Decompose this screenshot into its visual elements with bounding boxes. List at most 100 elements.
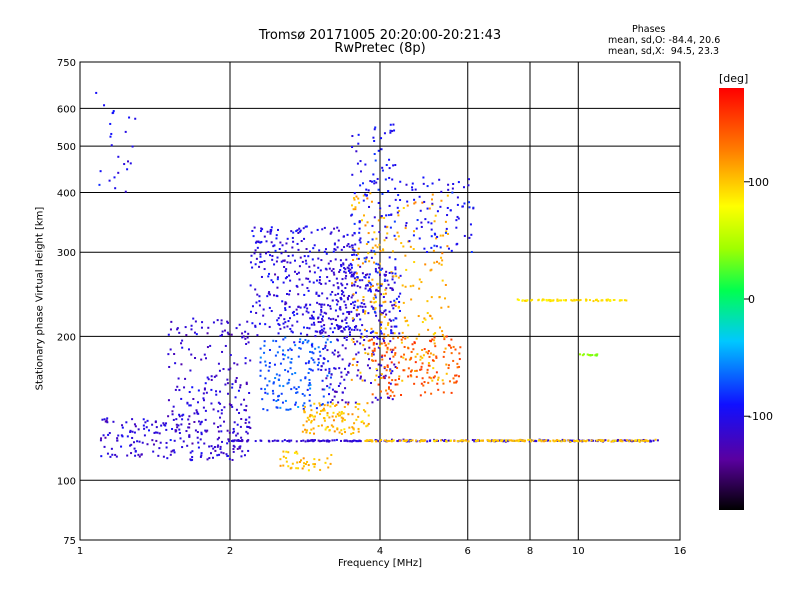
data-point (524, 439, 527, 442)
data-point (363, 339, 366, 342)
data-point (145, 426, 148, 429)
data-point (432, 376, 435, 379)
data-point (344, 271, 347, 274)
data-point (326, 385, 329, 388)
data-point (323, 226, 326, 229)
data-point (343, 246, 346, 249)
data-point (364, 310, 367, 313)
data-point (254, 263, 257, 266)
data-point (322, 439, 325, 442)
data-point (575, 298, 578, 301)
data-point (329, 383, 332, 386)
data-point (364, 352, 367, 355)
data-point (441, 259, 444, 262)
data-point (393, 299, 396, 302)
data-point (445, 363, 448, 366)
data-point (341, 399, 344, 402)
data-point (243, 398, 246, 401)
data-point (413, 341, 416, 344)
data-point (391, 250, 394, 253)
data-point (400, 355, 403, 358)
data-point (441, 333, 444, 336)
data-point (601, 299, 604, 302)
data-point (108, 432, 111, 435)
data-point (343, 300, 346, 303)
data-point (349, 268, 352, 271)
data-point (276, 278, 279, 281)
data-point (276, 228, 279, 231)
data-point (348, 328, 351, 331)
data-point (340, 416, 343, 419)
data-point (305, 310, 308, 313)
data-point (270, 226, 273, 229)
data-point (447, 305, 450, 308)
data-point (432, 353, 435, 356)
data-point (447, 364, 450, 367)
data-point (444, 231, 447, 234)
data-point (402, 438, 405, 441)
data-point (423, 439, 426, 442)
data-point (378, 262, 381, 265)
data-point (389, 129, 392, 132)
data-point (397, 235, 400, 238)
x-tick-label: 2 (227, 546, 233, 557)
data-point (254, 288, 257, 291)
data-point (385, 351, 388, 354)
data-point (351, 135, 354, 138)
data-point (156, 431, 159, 434)
data-point (380, 323, 383, 326)
data-point (352, 307, 355, 310)
data-point (385, 344, 388, 347)
data-point (289, 347, 292, 350)
data-point (396, 231, 399, 234)
y-tick-label: 750 (57, 58, 76, 69)
data-point (249, 310, 252, 313)
data-point (199, 455, 202, 458)
data-point (352, 275, 355, 278)
data-point (210, 452, 213, 455)
data-point (373, 180, 376, 183)
data-point (296, 461, 299, 464)
data-point (418, 278, 421, 281)
data-point (217, 426, 220, 429)
data-point (220, 430, 223, 433)
data-point (338, 270, 341, 273)
data-point (335, 403, 338, 406)
data-point (359, 184, 362, 187)
data-point (294, 372, 297, 375)
data-point (115, 455, 118, 458)
data-point (332, 268, 335, 271)
data-point (319, 410, 322, 413)
data-point (526, 299, 529, 302)
data-point (399, 199, 402, 202)
data-point (143, 434, 146, 437)
data-point (343, 336, 346, 339)
data-point (409, 374, 412, 377)
data-point (304, 428, 307, 431)
data-point (381, 248, 384, 251)
data-point (545, 299, 548, 302)
data-point (341, 330, 344, 333)
data-point (297, 467, 300, 470)
data-point (368, 346, 371, 349)
data-point (282, 358, 285, 361)
data-point (320, 310, 323, 313)
data-point (246, 336, 249, 339)
data-point (288, 378, 291, 381)
data-point (266, 392, 269, 395)
data-point (552, 299, 555, 302)
data-point (386, 232, 389, 235)
data-point (393, 363, 396, 366)
data-point (245, 383, 248, 386)
data-point (375, 335, 378, 338)
data-point (358, 313, 361, 316)
data-point (414, 188, 417, 191)
data-point (383, 279, 386, 282)
data-point (335, 324, 338, 327)
data-point (642, 439, 645, 442)
data-point (307, 464, 310, 467)
data-point (351, 440, 354, 443)
data-point (370, 180, 373, 183)
data-point (321, 317, 324, 320)
data-point (381, 267, 384, 270)
